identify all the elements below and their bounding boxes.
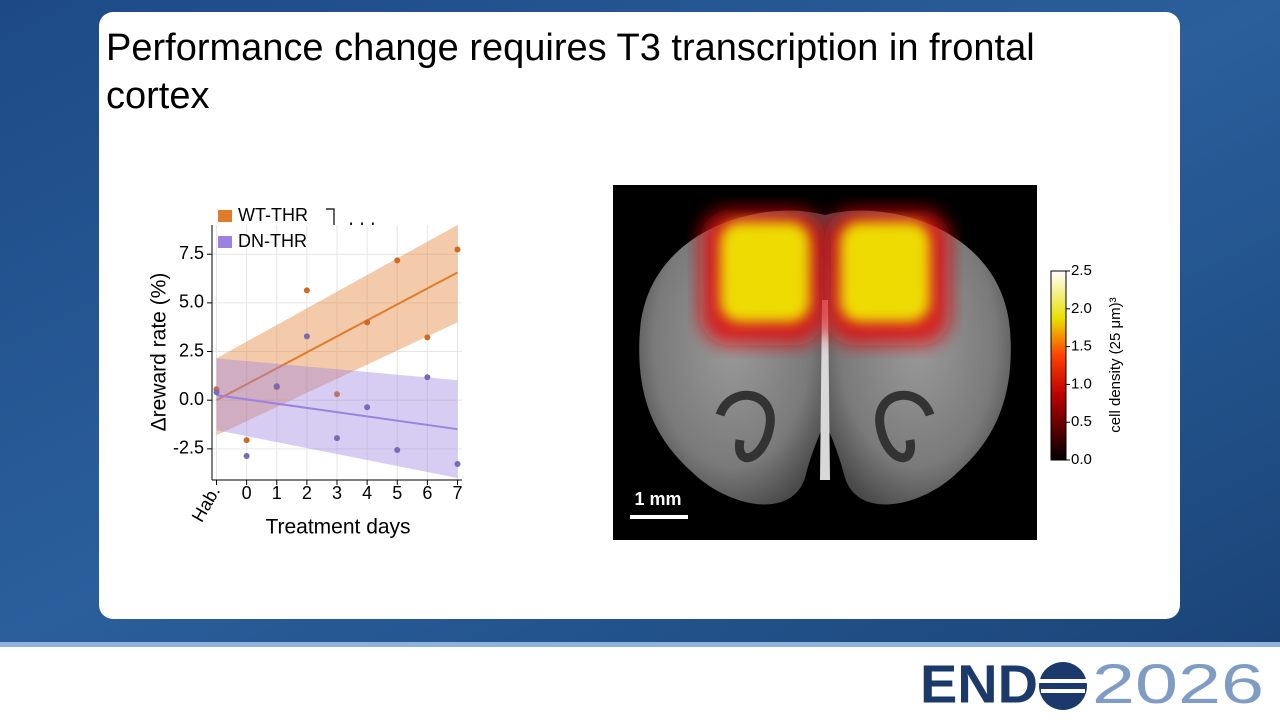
colorbar-tick-label: 0.5 <box>1071 413 1092 430</box>
y-tick-label: 5.0 <box>179 292 204 312</box>
colorbar-tick-label: 2.0 <box>1071 300 1092 317</box>
point <box>213 389 220 396</box>
point <box>334 391 340 398</box>
colorbar-tick-label: 0.0 <box>1071 451 1092 468</box>
legend-label: DN-THR <box>238 231 307 251</box>
point <box>364 319 371 326</box>
brain-image <box>613 185 1037 540</box>
point <box>303 333 310 340</box>
legend-label: WT-THR <box>238 205 308 225</box>
x-tick-label: 2 <box>302 483 312 503</box>
y-tick-label: 2.5 <box>179 340 204 360</box>
footer <box>0 650 1280 720</box>
point <box>303 287 310 294</box>
colorbar-tick-label: 2.5 <box>1071 262 1092 279</box>
point <box>243 437 250 444</box>
confidence-band <box>216 225 458 436</box>
colorbar-tick-label: 1.5 <box>1071 338 1092 355</box>
logo-year: 2026 <box>1092 652 1264 715</box>
legend-swatch <box>218 236 232 248</box>
logo-text: END <box>920 654 1038 714</box>
logo <box>1039 662 1087 710</box>
x-tick-label: 5 <box>392 483 402 503</box>
x-tick-label: 1 <box>272 483 282 503</box>
scale-bar-label: 1 mm <box>634 489 681 509</box>
point <box>424 374 431 381</box>
x-tick-label: 4 <box>362 483 372 503</box>
fit-line <box>216 271 458 402</box>
point <box>394 447 401 454</box>
point <box>364 404 371 411</box>
x-tick-label: 7 <box>452 483 462 503</box>
x-axis-label: Treatment days <box>265 516 410 539</box>
x-tick-label: 0 <box>242 483 252 503</box>
divider <box>0 642 1280 647</box>
fit-line <box>216 394 458 431</box>
legend-swatch <box>218 210 232 222</box>
point <box>454 461 461 468</box>
point <box>454 246 461 253</box>
x-tick-label: 6 <box>422 483 432 503</box>
colorbar-label: cell density (25 μm)³ <box>1107 297 1124 432</box>
y-tick-label: 7.5 <box>179 243 204 263</box>
colorbar <box>1050 270 1067 461</box>
point <box>273 383 280 390</box>
point <box>334 435 340 442</box>
point <box>424 334 431 341</box>
y-tick-label: 0.0 <box>179 389 204 409</box>
point <box>243 453 250 460</box>
slide-title: Performance change requires T3 transcrip… <box>106 27 1035 117</box>
y-axis-label: Δreward rate (%) <box>148 273 171 432</box>
y-tick-label: -2.5 <box>173 438 204 458</box>
point <box>394 257 401 264</box>
x-tick-label: 3 <box>332 483 342 503</box>
colorbar-tick-label: 1.0 <box>1071 375 1092 392</box>
